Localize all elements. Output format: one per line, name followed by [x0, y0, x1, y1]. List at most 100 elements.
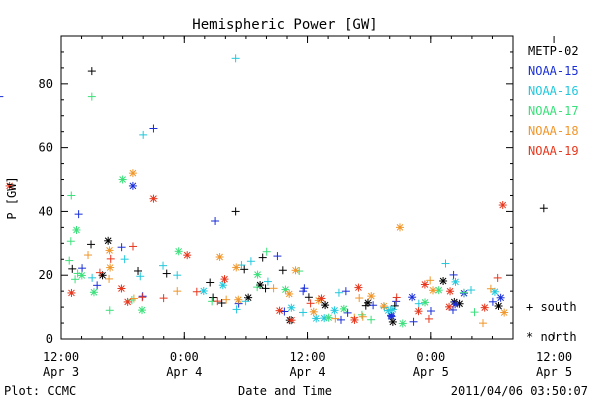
data-point-south — [488, 297, 497, 306]
data-point-north — [398, 319, 407, 328]
data-point-south — [87, 240, 96, 249]
x-tick-date-label: Apr 5 — [536, 365, 572, 379]
data-point-south — [93, 281, 102, 290]
x-tick-date-label: Apr 5 — [413, 365, 449, 379]
data-point-south — [470, 308, 479, 317]
x-tick-time-label: 0:00 — [416, 350, 445, 364]
data-point-north — [339, 304, 348, 313]
data-point-south — [269, 284, 278, 293]
x-tick-date-label: Apr 3 — [43, 365, 79, 379]
data-point-south — [159, 294, 168, 303]
data-point-north — [396, 223, 404, 232]
x-tick-time-label: 12:00 — [536, 350, 572, 364]
data-point-north — [285, 289, 294, 298]
data-point-south — [192, 287, 201, 296]
data-point-south — [67, 191, 76, 200]
data-point-south — [258, 253, 267, 262]
data-point-south — [334, 288, 343, 297]
data-point-north — [128, 181, 137, 190]
data-point-south — [136, 272, 145, 281]
data-point-south — [84, 251, 93, 260]
data-point-south — [71, 275, 80, 284]
data-point-south — [222, 295, 231, 304]
data-points — [0, 54, 548, 328]
data-point-north — [104, 236, 113, 245]
data-point-north — [367, 292, 376, 301]
data-point-south — [262, 247, 271, 256]
data-point-north — [253, 270, 262, 279]
y-axis-label: P [GW] — [5, 176, 19, 219]
data-point-south — [337, 315, 346, 324]
data-point-north — [77, 271, 86, 280]
data-point-south — [357, 310, 366, 319]
data-point-south — [211, 216, 220, 225]
data-point-south — [426, 307, 435, 316]
data-point-south — [304, 293, 313, 302]
x-tick-time-label: 0:00 — [170, 350, 199, 364]
data-point-north — [350, 315, 359, 324]
data-point-south — [87, 92, 96, 101]
data-point-south — [105, 274, 114, 283]
data-point-south — [263, 277, 272, 286]
legend-item: METP-02 — [528, 44, 579, 58]
data-point-south — [486, 284, 495, 293]
data-point-south — [409, 317, 418, 326]
x-tick-date-label: Apr 4 — [289, 365, 325, 379]
data-point-north — [445, 302, 454, 311]
data-point-south — [138, 293, 147, 302]
data-point-north — [498, 201, 507, 210]
data-point-south — [331, 314, 340, 323]
y-tick-label: 40 — [39, 204, 53, 218]
data-point-north — [379, 302, 388, 311]
data-point-north — [149, 194, 158, 203]
data-point-north — [451, 277, 460, 286]
data-point-south — [261, 284, 270, 293]
data-point-south — [78, 264, 87, 273]
data-point-south — [106, 254, 115, 263]
data-point-south — [449, 270, 458, 279]
data-point-north — [287, 303, 296, 312]
data-point-south — [459, 288, 468, 297]
data-point-north — [234, 295, 243, 304]
data-point-south — [426, 276, 435, 285]
data-point-north — [494, 302, 503, 311]
legend: METP-02 NOAA-15 NOAA-16 NOAA-17 NOAA-18 NOAA-… — [528, 44, 579, 158]
data-point-north — [500, 308, 509, 317]
y-tick-label: 60 — [39, 141, 53, 155]
data-point-north — [123, 297, 132, 306]
legend-item: NOAA-19 — [528, 144, 579, 158]
data-point-north — [309, 307, 318, 316]
data-point-north — [215, 253, 224, 262]
data-point-south — [173, 271, 182, 280]
data-point-north — [174, 247, 183, 256]
data-point-north — [420, 280, 429, 289]
marker-legend-item: * north — [526, 330, 577, 344]
data-point-north — [105, 246, 114, 255]
y-axis: 0 20 40 60 80 — [39, 51, 513, 346]
data-point-north — [275, 306, 284, 315]
x-tick-date-label: Apr 4 — [166, 365, 202, 379]
data-point-south — [241, 297, 250, 306]
data-point-north — [480, 303, 489, 312]
data-point-south — [278, 266, 287, 275]
data-point-south — [300, 284, 309, 293]
data-point-south — [209, 293, 218, 302]
y-tick-label: 20 — [39, 268, 53, 282]
data-point-south — [466, 286, 475, 295]
data-point-north — [387, 312, 396, 321]
data-point-north — [388, 305, 397, 314]
data-point-north — [312, 314, 321, 323]
y-tick-label: 0 — [46, 332, 53, 346]
data-point-north — [455, 299, 464, 308]
data-point-south — [392, 293, 401, 302]
data-point-north — [67, 288, 76, 297]
data-point-south — [128, 242, 137, 251]
x-tick-time-label: 12:00 — [289, 350, 325, 364]
data-point-south — [306, 299, 315, 308]
data-point-south — [149, 124, 158, 133]
y-tick-label: 80 — [39, 77, 53, 91]
data-point-south — [0, 96, 4, 98]
data-point-south — [117, 243, 126, 252]
